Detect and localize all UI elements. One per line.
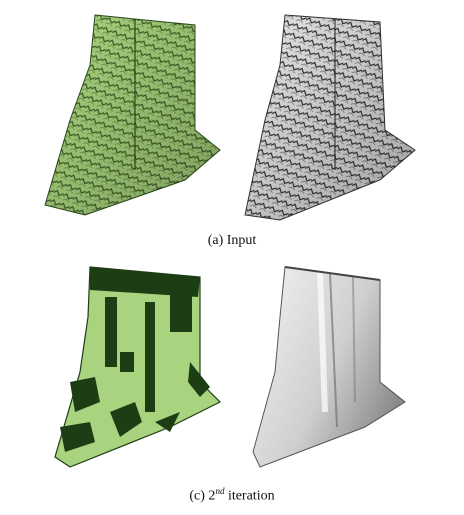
- iteration-mesh-green: [54, 266, 222, 468]
- input-mesh-gray: [244, 14, 416, 221]
- caption-iteration-prefix: (c) 2: [189, 488, 216, 504]
- caption-iteration-suffix: iteration: [224, 488, 275, 504]
- caption-iteration-sup: nd: [215, 486, 225, 496]
- iteration-mesh-gray: [252, 266, 406, 468]
- input-mesh-green: [44, 14, 221, 216]
- caption-input: (a) Input: [207, 233, 257, 248]
- caption-iteration: (c) 2nd iteration: [0, 486, 464, 505]
